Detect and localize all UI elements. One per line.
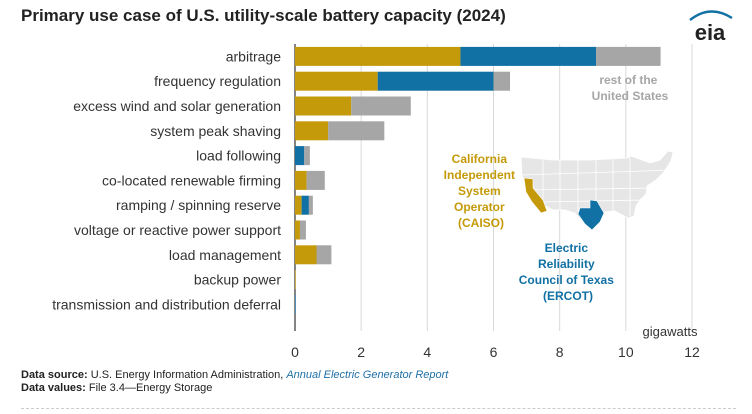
category-label-1: frequency regulation xyxy=(154,73,281,89)
category-label-2: excess wind and solar generation xyxy=(73,98,281,114)
bar-1-series-2: rest of the United States: 0.5 xyxy=(493,71,511,91)
category-label-7: voltage or reactive power support xyxy=(74,222,281,238)
data-source-label: Data source: xyxy=(21,369,88,381)
bar-8-series-2: rest of the United States: 0.45 xyxy=(316,245,332,265)
bar-0-series-0: California Independent System Operator (… xyxy=(295,46,461,66)
eia-logo: eia xyxy=(689,10,733,45)
bar-1-series-0: California Independent System Operator (… xyxy=(295,71,378,91)
bar-3-series-2: rest of the United States: 1.7 xyxy=(328,121,385,141)
data-values-line: Data values: File 3.4—Energy Storage xyxy=(21,382,212,394)
us-map xyxy=(520,150,674,231)
x-axis-label: gigawatts xyxy=(643,324,698,339)
footer-divider xyxy=(21,408,736,409)
bar-5-series-2: rest of the United States: 0.55 xyxy=(306,170,325,190)
data-source-link[interactable]: Annual Electric Generator Report xyxy=(286,369,449,381)
bar-2-series-2: rest of the United States: 1.8 xyxy=(351,96,411,116)
bar-1-series-1: Electric Reliability Council of Texas (E… xyxy=(377,71,494,91)
bar-6-series-2: rest of the United States: 0.12 xyxy=(308,195,313,215)
category-label-8: load management xyxy=(169,247,281,263)
bar-0-series-1: Electric Reliability Council of Texas (E… xyxy=(460,46,597,66)
bar-4-series-2: rest of the United States: 0.17 xyxy=(304,146,310,166)
x-tick-label-10: 10 xyxy=(618,344,634,360)
caiso-region xyxy=(523,177,548,214)
bar-0-series-2: rest of the United States: 1.95 xyxy=(596,46,661,66)
bar-7-series-0: California Independent System Operator (… xyxy=(295,220,300,240)
chart-title: Primary use case of U.S. utility-scale b… xyxy=(21,6,506,25)
rest-of-us-label: rest of the United States xyxy=(592,73,669,103)
x-tick-label-0: 0 xyxy=(291,344,299,360)
data-values-label: Data values: xyxy=(21,382,86,394)
us-map-outline xyxy=(520,150,674,230)
category-labels: arbitrage frequency regulation excess wind… xyxy=(52,48,281,312)
ercot-label: Electric Reliability Council of Texas (E… xyxy=(519,241,617,303)
category-label-4: load following xyxy=(196,148,281,164)
bar-5-series-0: California Independent System Operator (… xyxy=(295,170,307,190)
bar-3-series-0: California Independent System Operator (… xyxy=(295,121,329,141)
bar-6-series-0: California Independent System Operator (… xyxy=(295,195,302,215)
data-source-text: U.S. Energy Information Administration, xyxy=(87,369,287,381)
caiso-label: California Independent System Operator (… xyxy=(444,152,519,230)
bar-9-series-0: California Independent System Operator (… xyxy=(295,270,296,290)
x-tick-label-6: 6 xyxy=(490,344,498,360)
category-label-10: transmission and distribution deferral xyxy=(52,296,281,312)
x-tick-label-12: 12 xyxy=(684,344,700,360)
data-source-line: Data source: U.S. Energy Information Adm… xyxy=(21,369,448,381)
bar-10-series-1: Electric Reliability Council of Texas (E… xyxy=(295,294,296,314)
category-label-9: backup power xyxy=(194,272,282,288)
x-tick-label-4: 4 xyxy=(423,344,431,360)
eia-logo-text: eia xyxy=(695,20,726,45)
category-label-5: co-located renewable firming xyxy=(102,172,281,188)
x-tick-label-8: 8 xyxy=(556,344,564,360)
category-label-3: system peak shaving xyxy=(150,123,281,139)
bar-8-series-0: California Independent System Operator (… xyxy=(295,245,317,265)
bar-4-series-1: Electric Reliability Council of Texas (E… xyxy=(295,146,305,166)
bar-6-series-1: Electric Reliability Council of Texas (E… xyxy=(301,195,309,215)
category-label-0: arbitrage xyxy=(226,48,281,64)
x-tick-labels: 0 2 4 6 8 10 12 xyxy=(291,344,700,360)
bar-2-series-0: California Independent System Operator (… xyxy=(295,96,352,116)
data-values-text: File 3.4—Energy Storage xyxy=(85,382,213,394)
category-label-6: ramping / spinning reserve xyxy=(116,197,281,213)
bars: California Independent System Operator (… xyxy=(295,46,661,314)
bar-7-series-2: rest of the United States: 0.18 xyxy=(299,220,306,240)
ercot-region xyxy=(577,199,605,231)
x-tick-label-2: 2 xyxy=(357,344,365,360)
